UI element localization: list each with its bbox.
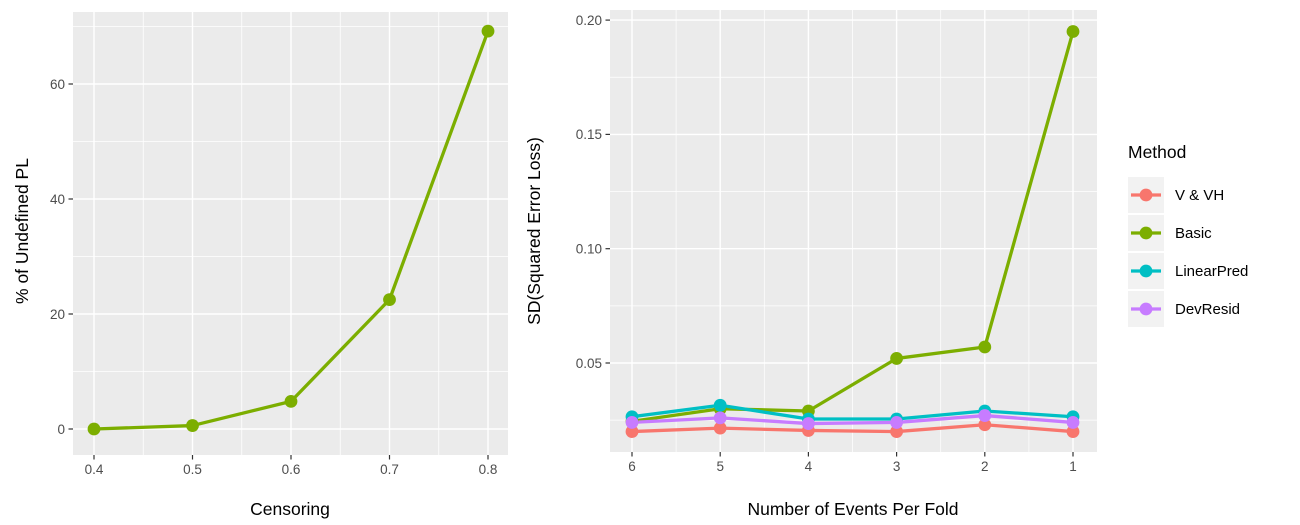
series-line-linearpred (631, 403, 1074, 421)
x-tick-label: 1 (1069, 459, 1077, 474)
x-tick-label: 6 (628, 459, 636, 474)
data-point-devresid (713, 411, 727, 425)
data-point-devresid (1066, 416, 1080, 429)
left-y-axis-title: % of Undefined PL (12, 158, 32, 304)
data-point-v-vh (978, 418, 992, 432)
y-tick-label: 0.20 (576, 13, 602, 28)
legend-items: V & VH Basic LinearPred DevResid (1128, 177, 1300, 327)
legend-key-devresid (1128, 291, 1164, 327)
legend-key-linearpred (1128, 253, 1164, 289)
data-point-basic (186, 419, 199, 432)
legend-item-v-vh: V & VH (1128, 177, 1300, 213)
legend-item-basic: Basic (1128, 215, 1300, 251)
data-point-v-vh (890, 425, 903, 438)
y-tick-label: 0.15 (576, 127, 602, 142)
data-point-devresid (625, 416, 639, 429)
x-tick-label: 4 (805, 459, 813, 474)
x-tick-label: 0.5 (183, 462, 202, 477)
legend-title: Method (1128, 142, 1187, 162)
data-point-basic (284, 395, 298, 408)
data-point-devresid (802, 417, 815, 430)
data-point-basic (481, 24, 495, 38)
data-point-devresid (978, 409, 992, 422)
x-tick-label: 0.8 (479, 462, 498, 477)
y-tick-label: 40 (50, 192, 65, 207)
data-point-linearpred (713, 398, 727, 412)
legend-key-glyph-icon (1131, 264, 1161, 278)
x-tick-label: 2 (981, 459, 989, 474)
data-point-basic (978, 340, 992, 354)
legend: Method V & VH Basic LinearPred DevResid (1128, 142, 1300, 329)
legend-label-devresid: DevResid (1175, 300, 1241, 318)
x-tick-label: 3 (893, 459, 901, 474)
legend-key-v-vh (1128, 177, 1164, 213)
legend-key-glyph-icon (1131, 226, 1161, 240)
legend-label-v-vh: V & VH (1175, 186, 1225, 204)
data-point-basic (383, 293, 396, 307)
y-tick-label: 60 (50, 77, 65, 92)
legend-key-glyph-icon (1131, 302, 1161, 316)
y-tick-label: 0.05 (576, 356, 602, 371)
y-tick-label: 0.10 (576, 242, 602, 257)
legend-key-glyph-icon (1131, 188, 1161, 202)
y-tick-label: 0 (57, 422, 65, 437)
left-x-axis-title: Censoring (250, 499, 330, 519)
data-point-devresid (890, 416, 903, 429)
legend-label-linearpred: LinearPred (1175, 262, 1249, 280)
x-tick-label: 0.7 (380, 462, 399, 477)
data-point-v-vh (713, 421, 727, 435)
series-line-devresid (631, 413, 1074, 426)
x-tick-label: 0.6 (282, 462, 301, 477)
legend-label-basic: Basic (1175, 224, 1212, 242)
legend-item-linearpred: LinearPred (1128, 253, 1300, 289)
data-point-basic (87, 422, 101, 436)
x-tick-label: 5 (716, 459, 724, 474)
right-x-axis-title: Number of Events Per Fold (747, 499, 959, 519)
data-point-v-vh (625, 425, 639, 438)
legend-key-basic (1128, 215, 1164, 251)
data-point-v-vh (1066, 425, 1080, 438)
data-point-basic (890, 352, 903, 365)
right-y-axis-title: SD(Squared Error Loss) (524, 137, 544, 325)
data-point-basic (1066, 25, 1080, 38)
legend-item-devresid: DevResid (1128, 291, 1300, 327)
series-line-basic (631, 31, 1075, 423)
y-tick-label: 20 (50, 307, 65, 322)
x-tick-label: 0.4 (85, 462, 104, 477)
series-line-v-vh (631, 423, 1074, 434)
